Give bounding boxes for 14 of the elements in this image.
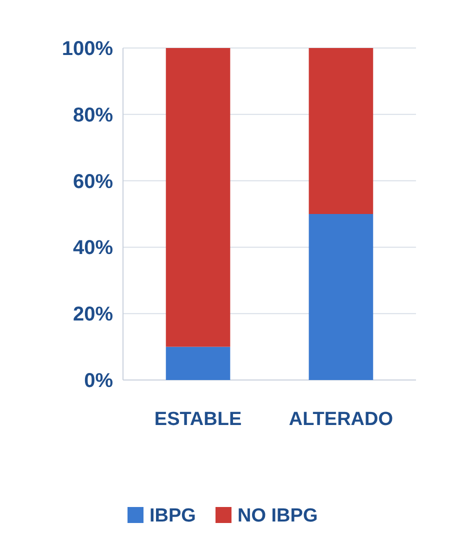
y-tick-label: 80% <box>72 104 114 126</box>
bar <box>166 346 230 380</box>
y-tick-label: 100% <box>62 38 114 60</box>
x-tick-label: ALTERADO <box>288 409 394 430</box>
legend-label: IBPG <box>150 506 196 527</box>
bar <box>308 48 374 214</box>
y-tick-label: 0% <box>84 370 114 392</box>
bar <box>308 214 374 380</box>
y-tick-label: 60% <box>72 170 114 193</box>
bar <box>166 48 230 347</box>
legend-label: NO IBPG <box>238 506 318 527</box>
x-tick-label: ESTABLE <box>154 409 242 430</box>
y-tick-label: 40% <box>72 237 114 260</box>
y-tick-label: 20% <box>72 304 114 326</box>
